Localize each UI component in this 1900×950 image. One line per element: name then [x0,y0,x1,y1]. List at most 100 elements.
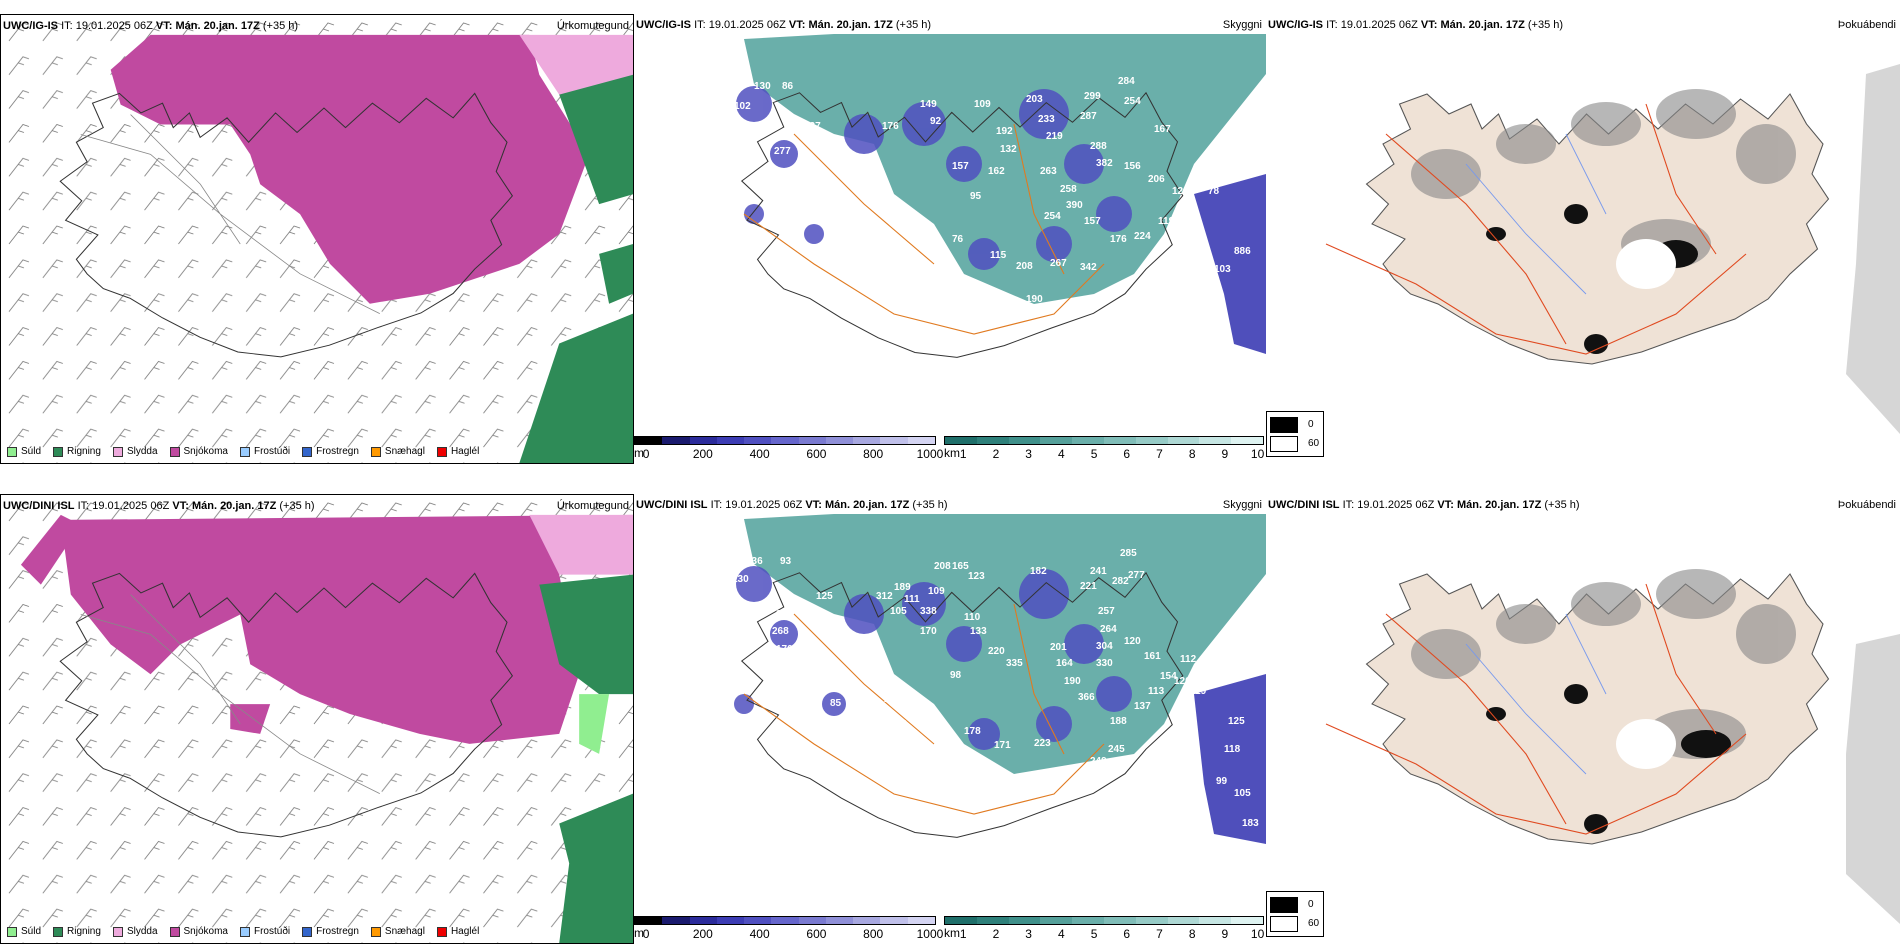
colorbar-segment [945,917,977,924]
cloud-label: 157 [952,161,969,172]
cloud-label: 99 [884,236,896,247]
colorbar-segment [1072,437,1104,444]
cloud-label: 214 [884,694,901,705]
legend-item-slydda: Slydda [112,926,158,937]
cloud-label: 219 [1046,131,1063,142]
swatch-sudl [7,446,17,457]
cloud-label: 129 [1172,186,1189,197]
cloud-label: 109 [928,586,945,597]
colorbar-tick-label: 2 [992,927,1000,941]
cloud-label: 98 [950,670,962,681]
cloud-label: 164 [1056,658,1073,669]
cloud-label: 81 [830,216,842,227]
cloud-label: 115 [990,250,1007,261]
cloud-label: 125 [816,591,833,602]
cloud-label: 178 [964,726,981,737]
visibility-colorbar-row2: 1 2 3 4 5 6 7 8 9 10 km [944,916,1264,941]
colorbar-segment [825,917,854,924]
colorbar-tick-label: 4 [1057,927,1065,941]
colorbar-tick-label: 10 [1250,447,1265,461]
cloud-label: 203 [1026,94,1043,105]
colorbar-segment [771,437,799,444]
cloud-label: 62 [846,748,858,759]
visibility-colorbar-row1: 1 2 3 4 5 6 7 8 9 10 km [944,436,1264,461]
cloud-label: 277 [774,146,791,157]
cloud-label: 190 [1026,294,1043,305]
swatch-frostregn [302,926,313,937]
cloud-label: 165 [952,561,969,572]
cloud-label: 208 [1016,261,1033,272]
cloud-label: 224 [1134,231,1151,242]
legend-item-frostudi: Frostúði [239,446,290,457]
cloud-label: 161 [1144,651,1161,662]
colorbar-segment [1103,437,1136,444]
cloud-label: 120 [1124,636,1141,647]
cloud-label: 208 [934,561,951,572]
precip-map-canvas-row2 [1,495,633,943]
cloud-label: 220 [988,646,1005,657]
cloud-label: 249 [1090,756,1107,767]
colorbar-tick-label: 6 [1123,927,1131,941]
colorbar-segment [798,917,826,924]
colorbar-segment [1008,437,1041,444]
colorbar-tick-label: 8 [1188,927,1196,941]
cloud-label: 93 [780,556,792,567]
cloud-label: 113 [1148,686,1165,697]
colorbar-tick-label: 1 [959,447,967,461]
cloud-label: 170 [776,644,793,655]
colorbar-tick-label: 800 [863,927,884,941]
cloud-label: 133 [970,626,987,637]
colorbar-segment [635,437,663,444]
colorbar-segment [716,917,745,924]
cloud-visibility-map-row1: 130 86 102 137 277 220 111 135 81 99 93 … [634,14,1266,464]
colorbar-segment [1040,437,1073,444]
legend-item-sudl: Súld [7,446,41,457]
cloud-label: 264 [1100,624,1117,635]
colorbar-tick-label: 7 [1156,927,1163,941]
cloud-label: 123 [968,571,985,582]
colorbar-segment [1167,437,1200,444]
cloud-label: 263 [1040,166,1057,177]
cloud-label: 254 [1124,96,1141,107]
colorbar-tick-label: 0 [642,447,650,461]
colorbar-tick-label: 600 [806,447,827,461]
cloud-label: 277 [1128,570,1145,581]
cloud-label: 267 [1050,258,1067,269]
colorbar-tick-label: 7 [1156,447,1163,461]
precip-map-canvas-row1 [1,15,633,463]
colorbar-segment [976,917,1009,924]
cloud-label: 103 [1214,264,1231,275]
visibility-unit: km [944,446,960,460]
cloud-label: 223 [1034,738,1051,749]
fog-swatch-0 [1270,896,1298,913]
cloud-label: 149 [920,99,937,110]
cloud-label: 342 [1080,262,1097,273]
cloud-label: 137 [1134,701,1151,712]
colorbar-segment [1231,437,1263,444]
cloud-label: 111 [782,184,798,195]
colorbar-segment [744,437,772,444]
colorbar-tick-label: 200 [692,927,713,941]
colorbar-segment [1040,917,1073,924]
cloud-label: 290 [776,609,793,620]
colorbar-segment [1199,437,1232,444]
colorbar-segment [662,917,690,924]
cloud-title-row1: Skyggni [1222,19,1262,31]
colorbar-segment [771,917,799,924]
swatch-slydda [112,926,123,937]
cloud-label: 201 [1050,642,1067,653]
swatch-frostudi [239,926,250,937]
cloud-map-canvas-row2: 136 93 130 125 290 268 170 139 184 85 11… [634,494,1266,944]
cloud-label: 330 [1096,658,1113,669]
legend-item-frostregn: Frostregn [302,926,359,937]
cloud-label: 162 [988,166,1005,177]
cloud-label: 99 [1216,776,1228,787]
cloud-label: 189 [894,582,911,593]
swatch-rigning [53,446,64,457]
fog-index-map-row2: UWC/DINI ISL IT: 19.01.2025 06Z VT: Mán.… [1266,494,1900,944]
legend-item-snaehagl: Snæhagl [370,446,425,457]
colorbar-tick-label: 9 [1221,927,1229,941]
cloud-label: 78 [1208,186,1220,197]
legend-item-snjokoma: Snjókoma [169,446,228,457]
cloud-label: 206 [1148,174,1165,185]
